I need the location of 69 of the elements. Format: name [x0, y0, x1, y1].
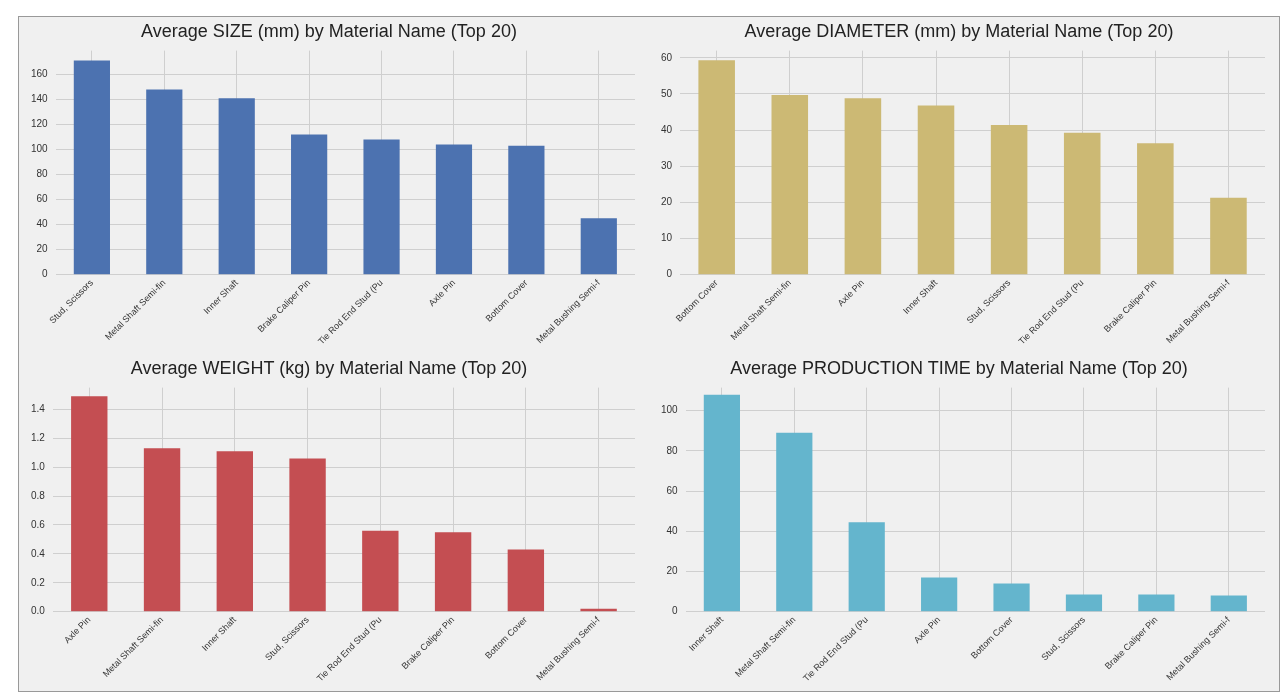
bar	[1063, 132, 1101, 275]
chart-title: Average WEIGHT (kg) by Material Name (Top 20)	[130, 357, 528, 378]
bar	[993, 583, 1030, 612]
y-tick-label: 40	[36, 218, 49, 230]
y-tick-label: 0.4	[31, 547, 46, 559]
y-tick-label: 60	[661, 51, 673, 63]
y-tick-label: 140	[31, 93, 49, 105]
y-tick-label: 0	[672, 605, 679, 617]
chart-title: Average DIAMETER (mm) by Material Name (Top 20)	[744, 20, 1174, 41]
bar	[844, 98, 882, 275]
chart-title: Average PRODUCTION TIME by Material Name (Top 20)	[730, 357, 1188, 378]
bar	[917, 105, 955, 275]
y-tick-label: 60	[36, 193, 49, 205]
bar	[71, 396, 108, 612]
bar	[990, 125, 1028, 275]
y-tick-label: 0.8	[31, 489, 46, 501]
y-tick-label: 80	[36, 168, 49, 180]
bar	[776, 432, 813, 612]
y-tick-label: 0.2	[31, 576, 46, 588]
bar	[1210, 197, 1247, 275]
x-tick-label: Axle Pin	[426, 277, 458, 309]
y-tick-label: 10	[661, 232, 673, 244]
bar	[73, 60, 110, 275]
y-tick-label: 80	[666, 444, 679, 456]
y-tick-label: 20	[661, 196, 673, 208]
bar	[435, 144, 473, 275]
bar	[143, 448, 181, 612]
bar	[921, 577, 958, 612]
y-tick-label: 1.2	[31, 431, 46, 443]
bar	[508, 145, 545, 275]
y-tick-label: 160	[31, 68, 49, 80]
bar	[291, 134, 328, 275]
bar	[698, 60, 735, 275]
bar	[771, 95, 809, 275]
bar	[216, 451, 253, 612]
bar	[1065, 594, 1103, 612]
bar	[434, 532, 472, 612]
y-tick-label: 20	[666, 565, 679, 577]
bar	[580, 218, 617, 275]
bar	[1137, 143, 1174, 275]
y-tick-label: 40	[666, 525, 679, 537]
y-tick-label: 0.6	[31, 518, 46, 530]
x-tick-label: Axle Pin	[911, 614, 943, 646]
chart-title: Average SIZE (mm) by Material Name (Top 20)	[141, 20, 517, 41]
y-tick-label: 30	[661, 160, 673, 172]
y-tick-label: 20	[36, 243, 49, 255]
bar	[1138, 594, 1175, 612]
y-tick-label: 1.0	[31, 460, 46, 472]
bar	[507, 549, 545, 612]
bar	[1210, 595, 1247, 612]
bar	[289, 458, 326, 612]
y-tick-label: 100	[661, 404, 679, 416]
y-tick-label: 120	[31, 118, 49, 130]
y-tick-label: 0	[42, 268, 49, 280]
bar	[703, 394, 740, 612]
y-tick-label: 50	[661, 87, 673, 99]
y-tick-label: 40	[661, 123, 673, 135]
y-tick-label: 60	[666, 484, 679, 496]
bar	[363, 139, 400, 275]
bar	[218, 98, 255, 275]
bar	[848, 522, 885, 612]
bar	[146, 89, 183, 275]
x-tick-label: Axle Pin	[835, 277, 867, 309]
bar	[362, 530, 399, 612]
y-tick-label: 0.0	[31, 605, 46, 617]
x-tick-label: Axle Pin	[62, 614, 93, 646]
y-tick-label: 1.4	[31, 403, 46, 415]
y-tick-label: 100	[31, 143, 49, 155]
y-tick-label: 0	[666, 268, 673, 280]
